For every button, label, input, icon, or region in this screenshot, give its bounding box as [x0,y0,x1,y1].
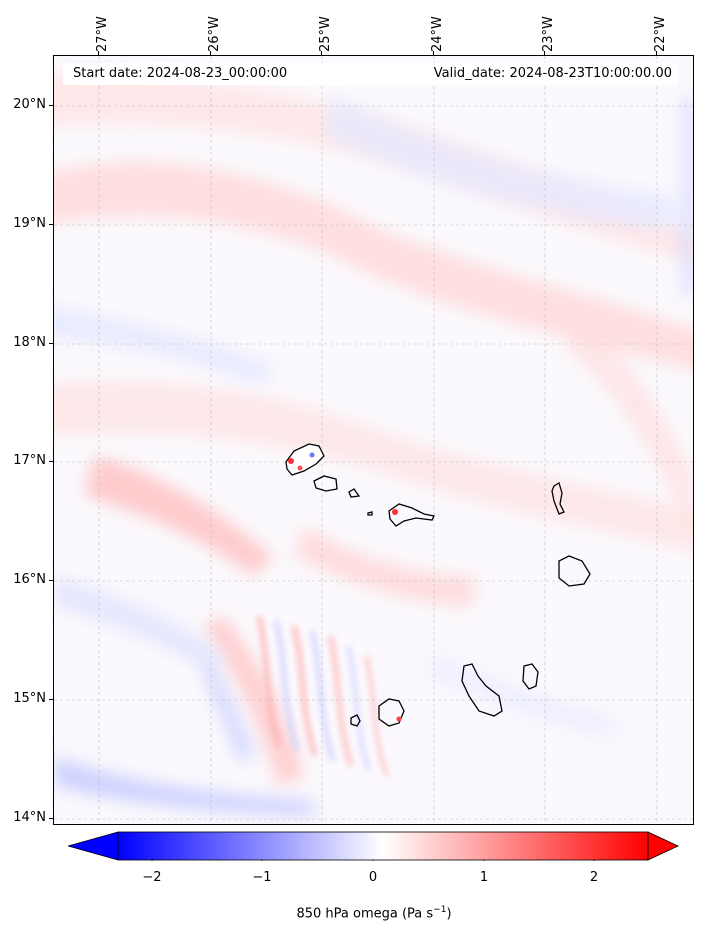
map-panel[interactable] [53,55,694,825]
coastlines [285,443,591,727]
wave-pattern [256,615,390,777]
lon-tick [210,51,211,55]
colorbar [68,831,679,861]
colorbar-title-exponent: −1 [433,905,447,915]
positive-omega-bands [54,74,693,786]
island-fogo [378,698,405,727]
lat-label-16n: 16°N [13,572,46,587]
colorbar-extend-high [647,831,679,861]
valid-date-text: Valid_date: 2024-08-23T10:00:00.00 [433,66,672,81]
lat-label-15n: 15°N [13,691,46,706]
colorbar-ticks [151,860,595,861]
island-maio [522,663,539,690]
lat-label-18n: 18°N [13,335,46,350]
lon-tick [544,51,545,55]
lat-tick [49,461,53,462]
island-santa-luzia [348,488,361,498]
lon-tick [321,51,322,55]
lon-label-25w: 25°W [318,16,333,52]
colorbar-title-text: 850 hPa omega (Pa s [296,906,434,922]
colorbar-title: 850 hPa omega (Pa s−1) [0,905,703,921]
lat-tick [49,699,53,700]
colorbar-tick-label: 2 [589,870,599,885]
island-santo-antao [285,443,325,476]
colorbar-tick-label: −2 [142,870,162,885]
island-boa-vista [558,555,591,587]
island-sao-vicente [313,475,338,492]
lon-label-27w: 27°W [95,16,110,52]
lon-label-26w: 26°W [207,16,222,52]
lat-label-17n: 17°N [13,453,46,468]
colorbar-tick-label: −1 [252,870,272,885]
colorbar-tick-label: 0 [368,870,378,885]
island-santiago [461,663,503,717]
lon-tick [98,51,99,55]
orographic-spots [288,452,402,722]
lat-tick [49,105,53,106]
island-brava [350,714,361,727]
lon-label-24w: 24°W [430,16,445,52]
lat-tick [49,818,53,819]
colorbar-tick-label: 1 [479,870,489,885]
date-info-bar: Start date: 2024-08-23_00:00:00 Valid_da… [63,63,678,85]
lon-label-22w: 22°W [653,16,668,52]
graticule [54,56,693,824]
lat-label-14n: 14°N [13,810,46,825]
lat-label-19n: 19°N [13,216,46,231]
colorbar-title-end: ) [446,906,452,922]
lat-tick [49,343,53,344]
lat-tick [49,580,53,581]
negative-omega-bands [54,96,693,816]
lat-label-20n: 20°N [13,97,46,112]
lon-tick [433,51,434,55]
lon-label-23w: 23°W [541,16,556,52]
island-raso [367,511,373,516]
colorbar-body [117,831,649,861]
omega-field-map [54,56,693,824]
lat-tick [49,224,53,225]
island-sao-nicolau [388,503,435,527]
lon-tick [656,51,657,55]
colorbar-extend-low [68,831,119,861]
start-date-text: Start date: 2024-08-23_00:00:00 [73,66,288,81]
island-sal [551,482,565,515]
